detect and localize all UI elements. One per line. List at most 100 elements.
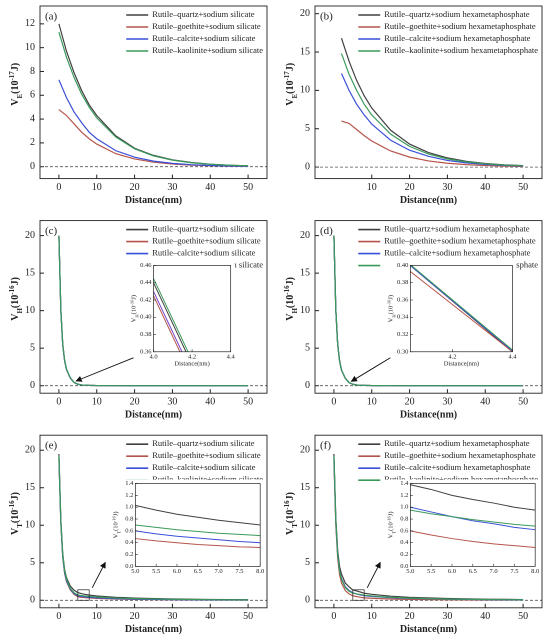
x-tick-label: 30 <box>167 611 177 622</box>
y-tick-label: 5 <box>30 557 35 568</box>
series-group <box>58 23 249 167</box>
y-tick-label: 10 <box>300 305 310 316</box>
x-tick-label: 50 <box>518 396 528 407</box>
inset: 0.0 0.2 0.4 0.6 0.8 1.0 1.2 1.4 5.0 5.5 6.0 6.5 7.0 7… <box>382 479 539 585</box>
inset-x-tick-label: 7.0 <box>215 568 223 575</box>
inset-y-tick-label: 0.40 <box>140 314 151 321</box>
plot-frame <box>39 220 268 394</box>
y-axis-label-subscript: H <box>391 314 396 318</box>
x-tick-label: 30 <box>167 182 177 193</box>
inset-x-tick-label: 6.5 <box>194 568 202 575</box>
y-axis-label-symbol: V <box>285 313 296 321</box>
y-axis-label-subscript: H <box>16 308 24 314</box>
y-axis-label-subscript: T <box>16 523 24 528</box>
inset-line <box>410 530 536 548</box>
inset-x-axis-label: Distance(nm) <box>174 360 209 367</box>
y-tick-label: 15 <box>300 482 310 493</box>
inset-line <box>153 278 189 352</box>
arrow <box>350 357 391 382</box>
inset-line <box>410 484 536 511</box>
y-tick-label: 5 <box>305 342 310 353</box>
y-axis-label-unit: (10 <box>10 295 21 308</box>
x-tick-label: 40 <box>480 182 490 193</box>
panel-label: (a) <box>45 11 58 23</box>
y-tick-label: 6 <box>30 90 35 101</box>
x-tick-label: 10 <box>92 396 102 407</box>
y-axis-label-subscript: T <box>291 523 299 528</box>
plot-frame <box>39 434 268 609</box>
inset-y-tick-label: 1.4 <box>125 480 134 487</box>
series-group <box>58 235 249 387</box>
y-axis-label: VH(10-16J) <box>386 295 396 322</box>
x-tick-label: 10 <box>92 182 102 193</box>
y-tick-label: 5 <box>30 342 35 353</box>
y-axis-label-end: J) <box>10 492 21 500</box>
y-axis-label-subscript: H <box>291 308 299 314</box>
x-tick-label: 50 <box>243 182 253 193</box>
inset-series-group <box>135 504 261 548</box>
y-tick-label: 15 <box>300 267 310 278</box>
y-tick-label: 0 <box>30 161 35 172</box>
y-axis-label: VT(10-16J) <box>283 492 299 535</box>
y-axis-label-unit: (10 <box>10 81 21 94</box>
y-axis-label-end: J) <box>113 511 120 516</box>
x-tick-label: 20 <box>130 611 140 622</box>
x-tick-label: 30 <box>167 396 177 407</box>
y-axis-label: VH(10-16J) <box>8 277 24 321</box>
y-axis-label: VH(10-16J) <box>129 295 139 322</box>
inset-frame <box>409 265 513 353</box>
series-line <box>340 53 524 167</box>
y-tick-label: 15 <box>300 46 310 57</box>
inset-y-tick-label: 0.44 <box>140 279 152 286</box>
inset-x-tick-label: 6.0 <box>448 568 456 575</box>
inset-x-tick-label: 8.0 <box>531 568 539 575</box>
inset-y-tick-label: 1.0 <box>125 504 133 511</box>
y-axis-label-symbol: V <box>10 313 21 321</box>
y-axis-label-unit: (10 <box>113 522 120 531</box>
x-axis-label: Distance(nm) <box>400 624 457 635</box>
series-line <box>341 120 524 168</box>
x-tick-label: 0 <box>56 396 61 407</box>
y-axis-label-unit: (10 <box>388 522 395 531</box>
inset-x-tick-label: 6.5 <box>469 568 477 575</box>
inset-line <box>153 291 183 352</box>
legend-label: Rutile–goethite+sodium silicate <box>152 21 261 31</box>
legend-label: Rutile–goethite+sodium silicate <box>152 450 261 460</box>
inset-y-tick-label: 0.8 <box>400 516 408 523</box>
series-line <box>333 235 524 387</box>
y-tick-label: 0 <box>30 380 35 391</box>
inset-y-tick-label: 1.0 <box>400 504 408 511</box>
y-axis-label: VT(10-16J) <box>111 511 121 538</box>
arrow <box>366 561 381 588</box>
inset-line <box>410 506 536 531</box>
inset-frame <box>134 483 261 567</box>
inset-y-tick-label: 0.6 <box>125 527 134 534</box>
y-axis-label-unit: (10 <box>10 510 21 523</box>
inset-y-tick-label: 0.32 <box>397 331 408 338</box>
y-tick-label: 4 <box>30 113 35 124</box>
y-axis-label-subscript: E <box>291 94 299 99</box>
plot-frame <box>39 5 268 180</box>
y-axis-label-subscript: T <box>391 531 396 534</box>
y-axis-label-symbol: V <box>388 533 395 538</box>
panel: 0 2 4 6 8 10 12 0 10 20 30 40 50 (a) Distance(nm) VE(10… <box>8 5 268 206</box>
x-tick-label: 40 <box>205 396 215 407</box>
plot-frame <box>314 434 543 609</box>
inset-y-tick-label: 1.4 <box>400 480 409 487</box>
inset-series-group <box>410 265 513 352</box>
inset-x-tick-label: 5.5 <box>152 568 160 575</box>
legend-label: Rutile–calcite+sodium silicate <box>152 33 255 43</box>
x-tick-label: 10 <box>367 182 377 193</box>
inset-x-tick-label: 7.0 <box>490 568 498 575</box>
legend-label: Rutile–quartz+sodium hexametaphosphate <box>384 9 529 19</box>
y-tick-label: 15 <box>25 482 35 493</box>
inset-line <box>410 271 513 352</box>
inset-line <box>135 530 261 544</box>
y-tick-label: 10 <box>25 305 35 316</box>
x-tick-label: 40 <box>205 611 215 622</box>
inset-y-tick-label: 0.4 <box>125 539 134 546</box>
y-axis-label: VT(10-16J) <box>8 492 24 535</box>
x-tick-label: 50 <box>518 182 528 193</box>
inset-y-tick-label: 0.40 <box>397 262 408 269</box>
inset-frame <box>409 483 536 567</box>
